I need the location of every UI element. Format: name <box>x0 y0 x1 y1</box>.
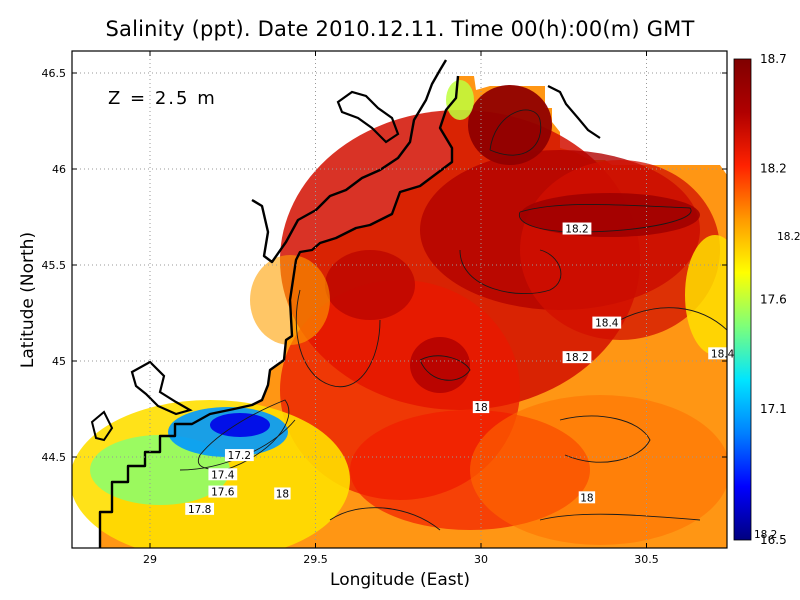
lagoon-outline <box>336 90 400 144</box>
contour-line <box>329 507 441 531</box>
contour-label: 18 <box>472 401 490 414</box>
contour-line <box>295 289 381 388</box>
contour-label-bg <box>274 487 291 500</box>
contour-label: 18 <box>578 491 596 504</box>
contour-label-text: 18.2 <box>565 224 588 236</box>
contour-label: 18.2 <box>774 230 800 243</box>
contour-label: 18.2 <box>562 222 592 236</box>
contour-label-bg <box>208 468 238 481</box>
field-west-max <box>325 250 415 320</box>
y-tick-label: 46 <box>52 163 66 176</box>
colorbar-tick-label: 17.1 <box>760 402 787 416</box>
contour-label-bg <box>185 502 215 515</box>
contour-label: 18.4 <box>592 316 622 330</box>
contour-label-text: 18 <box>474 402 487 414</box>
contour-label: 17.2 <box>224 449 254 462</box>
colorbar-tick-label: 16.5 <box>760 533 787 547</box>
colorbar-tick-label: 18.2 <box>760 161 787 175</box>
contour-label-text: 18.2 <box>565 352 588 364</box>
contour-label-bg <box>208 485 238 498</box>
field-central-max <box>410 337 470 393</box>
contour-line <box>459 249 562 295</box>
contour-label-text: 18.4 <box>595 318 619 330</box>
x-tick-label: 30 <box>474 553 488 566</box>
contour-label: 18.4 <box>708 347 738 360</box>
danube-delta-outline <box>130 360 193 416</box>
contour-label-bg <box>472 401 490 414</box>
contour-label-text: 17.8 <box>188 504 211 516</box>
contour-label: 17.8 <box>185 502 215 516</box>
salinity-field <box>72 76 727 548</box>
northern-coastline <box>251 59 448 264</box>
x-axis-label: Longitude (East) <box>330 570 470 590</box>
x-tick-label: 29 <box>143 553 157 566</box>
contour-label-text: 18.2 <box>777 231 800 243</box>
chart-title: Salinity (ppt). Date 2010.12.11. Time 00… <box>105 17 695 41</box>
contour-label-text: 17.4 <box>211 469 235 481</box>
colorbar <box>733 58 752 541</box>
contour-label-text: 18.2 <box>754 529 777 541</box>
y-tick-label: 45.5 <box>42 259 67 272</box>
contour-label: 18 <box>274 487 291 500</box>
contour-line <box>518 203 692 233</box>
coastline <box>98 75 460 548</box>
contour-label-text: 17.2 <box>228 450 251 462</box>
crimea-coast <box>547 85 601 139</box>
colorbar-tick-label: 18.7 <box>760 52 787 66</box>
contour-label-text: 18 <box>276 488 289 500</box>
contour-label-text: 18.4 <box>711 348 735 360</box>
contour-label-bg <box>224 449 254 462</box>
contour-label: 17.4 <box>208 468 238 481</box>
y-tick-label: 45 <box>52 355 66 368</box>
plot-frame <box>71 50 728 549</box>
contour-label-bg <box>562 351 592 364</box>
y-tick-label: 46.5 <box>42 67 67 80</box>
field-southeast <box>470 395 727 545</box>
contour-line <box>619 307 727 331</box>
field-north-max <box>468 85 552 165</box>
contour-label-bg <box>592 316 622 329</box>
contour-line <box>559 415 651 463</box>
contour-label-bg <box>578 491 596 504</box>
field-river-mouth <box>446 80 474 120</box>
field-cold-min <box>210 413 270 437</box>
depth-annotation: Z = 2.5 m <box>108 88 217 109</box>
lake-outline <box>90 410 114 442</box>
contour-line <box>489 109 542 156</box>
y-tick-label: 44.5 <box>42 451 67 464</box>
y-axis-label: Latitude (North) <box>18 231 38 369</box>
contour-label-text: 18 <box>580 492 593 504</box>
field-east-max <box>520 193 700 237</box>
contour-line <box>419 355 471 381</box>
contour-label: 18.2 <box>562 351 592 364</box>
colorbar-tick-label: 17.6 <box>760 293 787 307</box>
contour-label: 18.2 <box>751 527 781 541</box>
contour-label-text: 17.6 <box>211 487 235 499</box>
contour-label: 17.6 <box>208 485 238 499</box>
contour-label-bg <box>562 222 592 235</box>
contour-line <box>539 513 701 521</box>
contour-label-bg <box>708 347 738 360</box>
grid-lines <box>72 51 727 548</box>
contour-label-bg <box>751 527 781 540</box>
contour-label-bg <box>774 230 800 243</box>
x-tick-label: 29.5 <box>303 553 328 566</box>
x-tick-label: 30.5 <box>634 553 659 566</box>
